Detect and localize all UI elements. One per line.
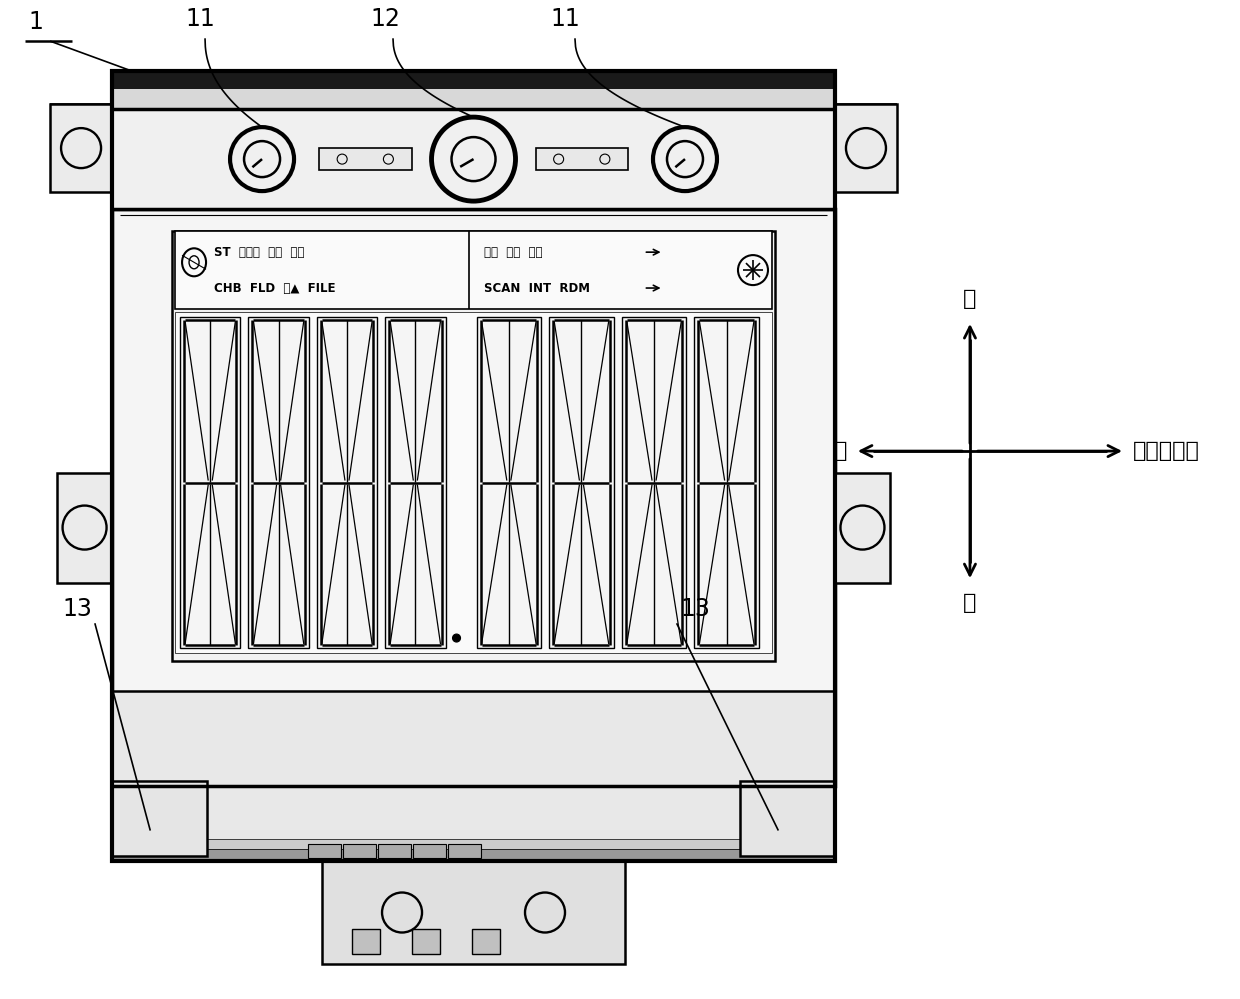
Bar xyxy=(248,317,309,648)
Text: 12: 12 xyxy=(370,7,401,31)
Text: 搜合  张哦  鲤鱼: 搜合 张哦 鲤鱼 xyxy=(484,246,542,259)
Text: 左: 左 xyxy=(833,442,847,462)
Text: 1: 1 xyxy=(29,10,43,34)
Bar xyxy=(112,89,835,109)
Text: 前（后）右: 前（后）右 xyxy=(1133,442,1200,462)
Bar xyxy=(322,861,625,964)
Text: ST  文件夹  重复  文件: ST 文件夹 重复 文件 xyxy=(215,246,305,259)
Bar xyxy=(536,148,627,170)
Circle shape xyxy=(453,634,460,642)
Bar xyxy=(112,691,835,861)
Bar xyxy=(621,317,687,648)
Text: 13: 13 xyxy=(680,597,709,621)
Bar xyxy=(112,849,835,861)
Bar xyxy=(57,473,112,582)
Bar xyxy=(175,312,773,653)
Text: 下: 下 xyxy=(963,593,977,613)
Bar xyxy=(112,209,835,786)
Bar xyxy=(413,844,446,858)
Text: CHB  FLD  上▲  FILE: CHB FLD 上▲ FILE xyxy=(215,282,336,295)
Bar xyxy=(112,839,835,849)
Bar xyxy=(476,317,541,648)
Bar xyxy=(343,844,376,858)
Bar xyxy=(175,231,773,309)
Text: 13: 13 xyxy=(62,597,92,621)
Bar xyxy=(412,929,440,954)
Bar xyxy=(835,104,897,192)
Bar xyxy=(352,929,379,954)
Bar xyxy=(50,104,112,192)
Bar xyxy=(180,317,241,648)
Text: 上: 上 xyxy=(963,289,977,309)
Bar xyxy=(386,317,445,648)
Text: 11: 11 xyxy=(551,7,580,31)
Text: SCAN  INT  RDM: SCAN INT RDM xyxy=(484,282,589,295)
Bar xyxy=(835,473,890,582)
Bar xyxy=(740,781,835,856)
Bar xyxy=(112,71,835,89)
Bar xyxy=(319,148,412,170)
Bar xyxy=(172,231,775,661)
Bar xyxy=(112,109,835,209)
Bar xyxy=(694,317,759,648)
Bar xyxy=(378,844,410,858)
Bar xyxy=(112,71,835,861)
Bar xyxy=(308,844,341,858)
Bar xyxy=(472,929,500,954)
Bar xyxy=(549,317,614,648)
Bar xyxy=(112,781,207,856)
Text: 11: 11 xyxy=(185,7,215,31)
Bar xyxy=(316,317,377,648)
Bar xyxy=(448,844,481,858)
